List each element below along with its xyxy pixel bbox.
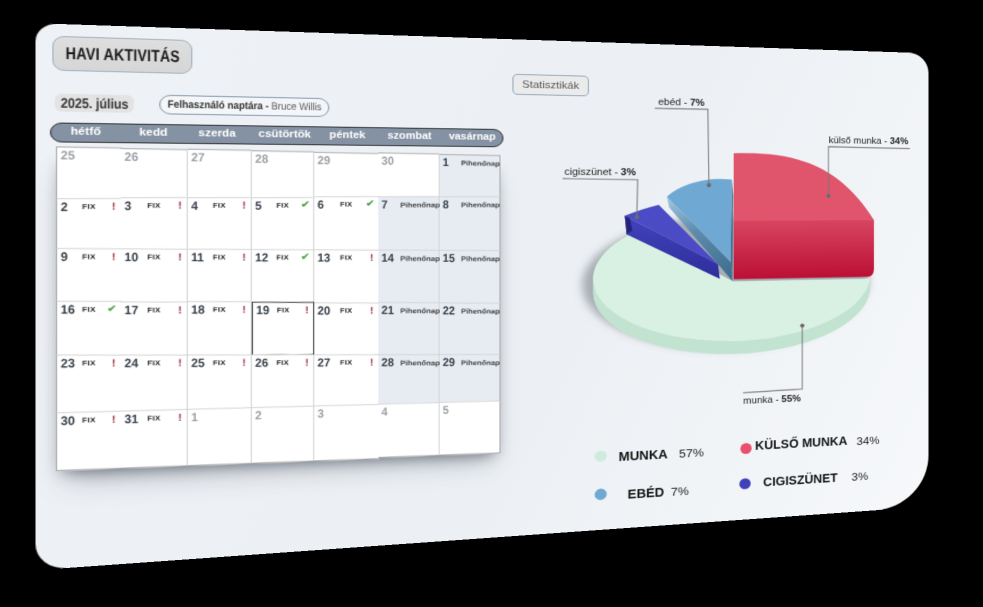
svg-text:munka - 55%: munka - 55% (743, 393, 801, 406)
svg-text:ebéd - 7%: ebéd - 7% (658, 96, 704, 108)
svg-text:CIGISZÜNET: CIGISZÜNET (763, 471, 838, 490)
svg-text:KÜLSŐ MUNKA: KÜLSŐ MUNKA (755, 434, 847, 454)
svg-text:3%: 3% (852, 470, 869, 484)
svg-text:7%: 7% (671, 485, 689, 500)
svg-text:57%: 57% (679, 447, 704, 462)
svg-text:MUNKA: MUNKA (619, 449, 668, 465)
svg-text:EBÉD: EBÉD (628, 484, 665, 501)
svg-text:34%: 34% (857, 434, 880, 448)
svg-text:cigiszünet - 3%: cigiszünet - 3% (564, 166, 636, 178)
svg-text:külső munka - 34%: külső munka - 34% (829, 135, 909, 147)
